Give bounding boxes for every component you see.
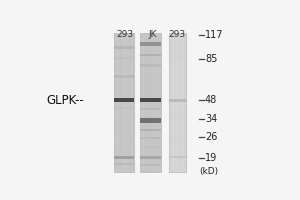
Bar	[114, 46, 134, 49]
Bar	[140, 98, 161, 102]
Text: 117: 117	[205, 30, 224, 40]
Bar	[140, 156, 161, 159]
Text: GLPK--: GLPK--	[46, 94, 84, 107]
Bar	[169, 57, 186, 59]
Text: 34: 34	[205, 114, 217, 124]
Bar	[169, 136, 186, 137]
Text: 26: 26	[205, 132, 217, 142]
Text: 19: 19	[205, 153, 217, 163]
Bar	[169, 99, 186, 102]
Bar	[114, 156, 134, 159]
Bar	[140, 118, 161, 123]
Bar	[140, 54, 161, 56]
Bar	[114, 98, 134, 102]
Bar	[114, 33, 134, 172]
Bar	[169, 156, 186, 158]
Bar	[114, 119, 134, 120]
Text: 293: 293	[116, 30, 133, 39]
Bar	[140, 64, 161, 67]
Bar	[169, 47, 186, 49]
Bar	[114, 136, 134, 137]
Bar	[140, 164, 161, 166]
Bar	[140, 129, 161, 131]
Text: 85: 85	[205, 54, 217, 64]
Text: 48: 48	[205, 95, 217, 105]
Bar	[140, 33, 161, 172]
Bar	[114, 107, 134, 109]
Bar	[114, 75, 134, 78]
Bar	[114, 57, 134, 59]
Bar	[140, 42, 161, 46]
Bar	[114, 163, 134, 165]
Bar	[140, 137, 161, 139]
Bar	[169, 119, 186, 120]
Bar	[169, 33, 186, 172]
Text: JK: JK	[148, 30, 157, 39]
Text: 293: 293	[168, 30, 186, 39]
Bar	[140, 146, 161, 148]
Bar	[140, 108, 161, 110]
Text: (kD): (kD)	[199, 167, 218, 176]
